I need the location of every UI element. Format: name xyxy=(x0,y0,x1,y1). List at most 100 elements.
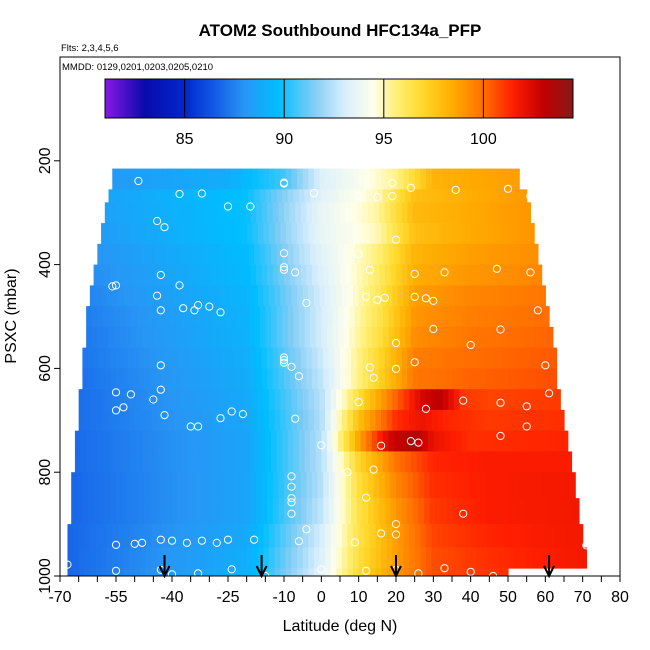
heat-cell xyxy=(306,347,313,369)
heat-cell xyxy=(157,168,164,190)
sample-point xyxy=(119,403,128,412)
heat-cell xyxy=(515,409,522,432)
heat-cell xyxy=(226,326,233,349)
heat-cell xyxy=(336,568,343,576)
heat-cell xyxy=(170,306,177,328)
heat-cell xyxy=(369,223,377,245)
heat-cell xyxy=(334,368,341,390)
heat-cell xyxy=(300,472,307,499)
heat-cell xyxy=(362,368,369,390)
y-axis-label: PSXC (mbar) xyxy=(3,268,20,363)
heat-cell xyxy=(110,264,117,286)
heat-cell xyxy=(323,202,330,224)
x-tick-label: 30 xyxy=(424,589,442,606)
heat-cell xyxy=(358,568,365,576)
heat-cell xyxy=(453,568,461,576)
heat-cell xyxy=(192,451,199,473)
heat-cell xyxy=(556,430,563,452)
heat-cell xyxy=(474,264,481,286)
heat-cell xyxy=(123,409,130,432)
heat-cell xyxy=(457,472,464,499)
heat-cell xyxy=(358,524,365,548)
heat-cell xyxy=(270,326,278,349)
heat-cell xyxy=(270,189,278,203)
heat-cell xyxy=(381,168,388,190)
sample-point xyxy=(156,361,165,370)
heat-cell xyxy=(241,168,248,190)
heat-cell xyxy=(375,409,382,432)
heat-cell xyxy=(468,472,475,499)
heat-cell xyxy=(403,524,410,548)
heat-cell xyxy=(138,472,145,499)
heat-cell xyxy=(435,368,442,390)
heat-cell xyxy=(577,524,584,548)
heat-cell xyxy=(528,430,535,452)
heat-cell xyxy=(192,189,199,203)
heat-cell xyxy=(205,368,212,390)
heat-cell xyxy=(142,326,149,349)
sample-points xyxy=(63,176,591,576)
heat-cell xyxy=(158,326,166,349)
heat-cell xyxy=(328,202,335,224)
heat-cell xyxy=(145,524,153,548)
heat-cell xyxy=(416,189,423,203)
heat-cell xyxy=(151,285,158,307)
heat-cell xyxy=(528,451,535,473)
heat-cell xyxy=(338,189,345,203)
heat-cell xyxy=(302,285,309,307)
heat-cell xyxy=(560,409,565,432)
heat-cell xyxy=(99,498,106,525)
heat-cell xyxy=(427,451,434,473)
heat-cell xyxy=(186,189,194,203)
heat-cell xyxy=(468,347,475,369)
heat-cell xyxy=(188,472,195,499)
heat-cell xyxy=(470,568,477,576)
heat-cell xyxy=(481,168,489,190)
heat-cell xyxy=(438,306,446,328)
heat-cell xyxy=(185,168,192,190)
sample-point xyxy=(440,268,449,277)
heat-cell xyxy=(325,409,332,432)
heat-cell xyxy=(446,472,453,499)
heat-cell xyxy=(341,285,349,307)
heat-cell xyxy=(250,368,257,390)
heat-cell xyxy=(138,202,145,224)
heat-cell xyxy=(149,202,156,224)
heat-cell xyxy=(304,243,311,265)
heat-cell xyxy=(360,306,367,328)
heat-cell xyxy=(125,430,132,452)
heat-cell xyxy=(291,285,298,307)
heat-cell xyxy=(532,409,539,432)
heat-cell xyxy=(116,368,123,390)
heat-cell xyxy=(373,472,380,499)
heat-cell xyxy=(140,409,147,432)
heat-cell xyxy=(179,168,186,190)
heat-cell xyxy=(394,326,401,349)
heat-cell xyxy=(86,430,93,452)
sample-point xyxy=(205,302,214,311)
heat-cell xyxy=(326,306,334,328)
heat-cell xyxy=(93,498,100,525)
heat-cell xyxy=(485,264,492,286)
heat-cell xyxy=(130,451,138,473)
heat-cell xyxy=(106,285,113,307)
heat-cell xyxy=(340,368,347,390)
heat-cell xyxy=(280,547,287,569)
heat-cell xyxy=(504,524,511,548)
heat-cell xyxy=(364,285,371,307)
heat-cell xyxy=(185,524,192,548)
heat-cell xyxy=(224,168,231,190)
heat-cell xyxy=(459,524,466,548)
heat-cell xyxy=(151,168,158,190)
heat-cell xyxy=(349,430,356,452)
heat-cell xyxy=(483,430,490,452)
heat-cell xyxy=(453,168,461,190)
heat-cell xyxy=(472,306,479,328)
heat-cell xyxy=(297,524,304,548)
heat-cell xyxy=(108,306,115,328)
heat-cell xyxy=(282,326,289,349)
heat-cell xyxy=(130,306,138,328)
heat-cell xyxy=(181,451,188,473)
heat-cell xyxy=(405,451,412,473)
chart-title: ATOM2 Southbound HFC134a_PFP xyxy=(199,21,482,40)
